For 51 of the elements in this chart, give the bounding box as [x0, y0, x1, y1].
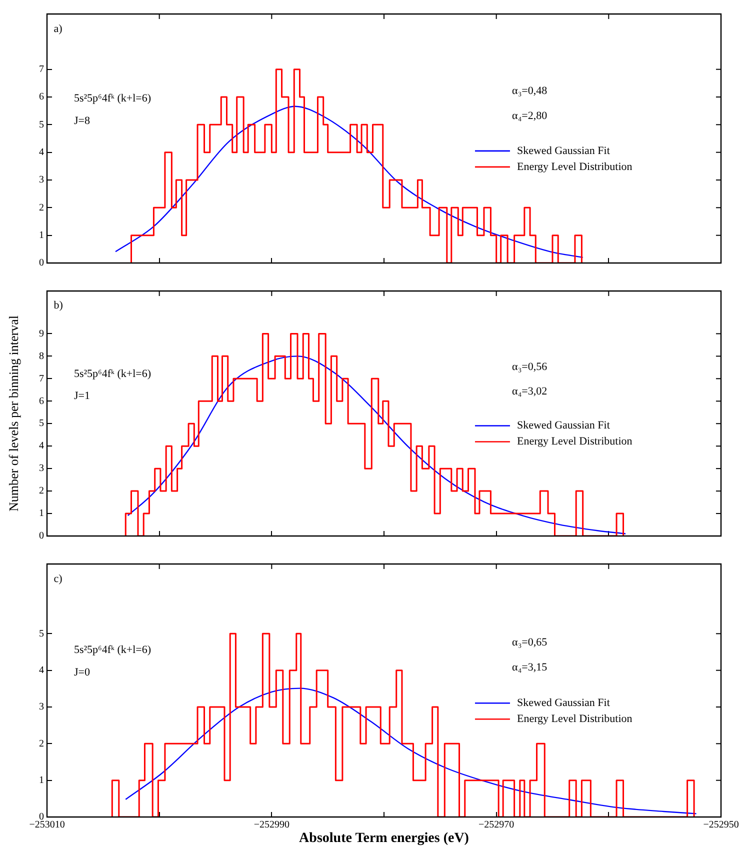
y-tick-label: 6 [39, 396, 44, 407]
annotation: 5s²5p⁶4fᵏ (k+l=6) [74, 644, 152, 656]
x-axis-title: Absolute Term energies (eV) [299, 831, 470, 846]
annotation: α₄=3,15 [512, 662, 548, 674]
y-tick-label: 7 [39, 373, 44, 384]
annotation: J=0 [74, 666, 90, 679]
annotation: α₄=2,80 [512, 110, 548, 122]
legend-label: Energy Level Distribution [516, 436, 633, 448]
y-tick-label: 1 [39, 230, 44, 241]
y-tick-label: 8 [39, 350, 44, 362]
annotation: α₃=0,65 [512, 636, 548, 648]
y-tick-label: 2 [39, 486, 44, 497]
y-tick-label: 5 [39, 418, 44, 430]
y-tick-label: 2 [39, 738, 44, 750]
y-tick-label: 3 [39, 463, 44, 474]
x-tick-label: −252950 [703, 820, 739, 831]
annotation: 5s²5p⁶4fᵏ (k+l=6) [74, 368, 152, 380]
y-tick-label: 5 [39, 628, 44, 640]
legend-label: Skewed Gaussian Fit [516, 420, 610, 432]
y-tick-label: 3 [39, 174, 44, 186]
y-tick-label: 3 [39, 702, 44, 713]
y-tick-label: 5 [39, 119, 44, 130]
y-tick-label: 1 [39, 774, 44, 786]
y-tick-label: 4 [39, 664, 44, 676]
annotation: J=1 [74, 390, 90, 402]
annotation: a) [54, 22, 63, 35]
legend-label: Energy Level Distribution [516, 160, 633, 173]
y-tick-label: 4 [39, 440, 44, 452]
y-tick-label: 6 [39, 92, 44, 103]
y-tick-label: 2 [39, 202, 44, 214]
y-tick-label: 9 [39, 328, 44, 340]
y-tick-label: 0 [39, 258, 44, 269]
annotation: α₄=3,02 [512, 385, 548, 398]
x-tick-label: −253010 [29, 820, 65, 831]
legend-label: Skewed Gaussian Fit [516, 697, 610, 710]
y-axis-title: Number of levels per binning interval [6, 315, 22, 512]
annotation: α₃=0,48 [512, 85, 548, 98]
annotation: b) [54, 300, 64, 312]
y-tick-label: 4 [39, 146, 44, 158]
annotation: J=8 [74, 114, 90, 127]
line-series [125, 688, 697, 814]
annotation: α₃=0,56 [512, 360, 548, 373]
legend-label: Skewed Gaussian Fit [516, 144, 610, 157]
y-tick-label: 7 [39, 64, 44, 75]
y-tick-label: 1 [39, 508, 44, 520]
x-tick-label: −252970 [478, 820, 514, 831]
annotation: c) [54, 573, 63, 586]
x-tick-label: −252990 [254, 820, 290, 831]
legend-label: Energy Level Distribution [516, 713, 633, 726]
y-tick-label: 0 [39, 530, 44, 542]
annotation: 5s²5p⁶4fᵏ (k+l=6) [74, 92, 152, 105]
